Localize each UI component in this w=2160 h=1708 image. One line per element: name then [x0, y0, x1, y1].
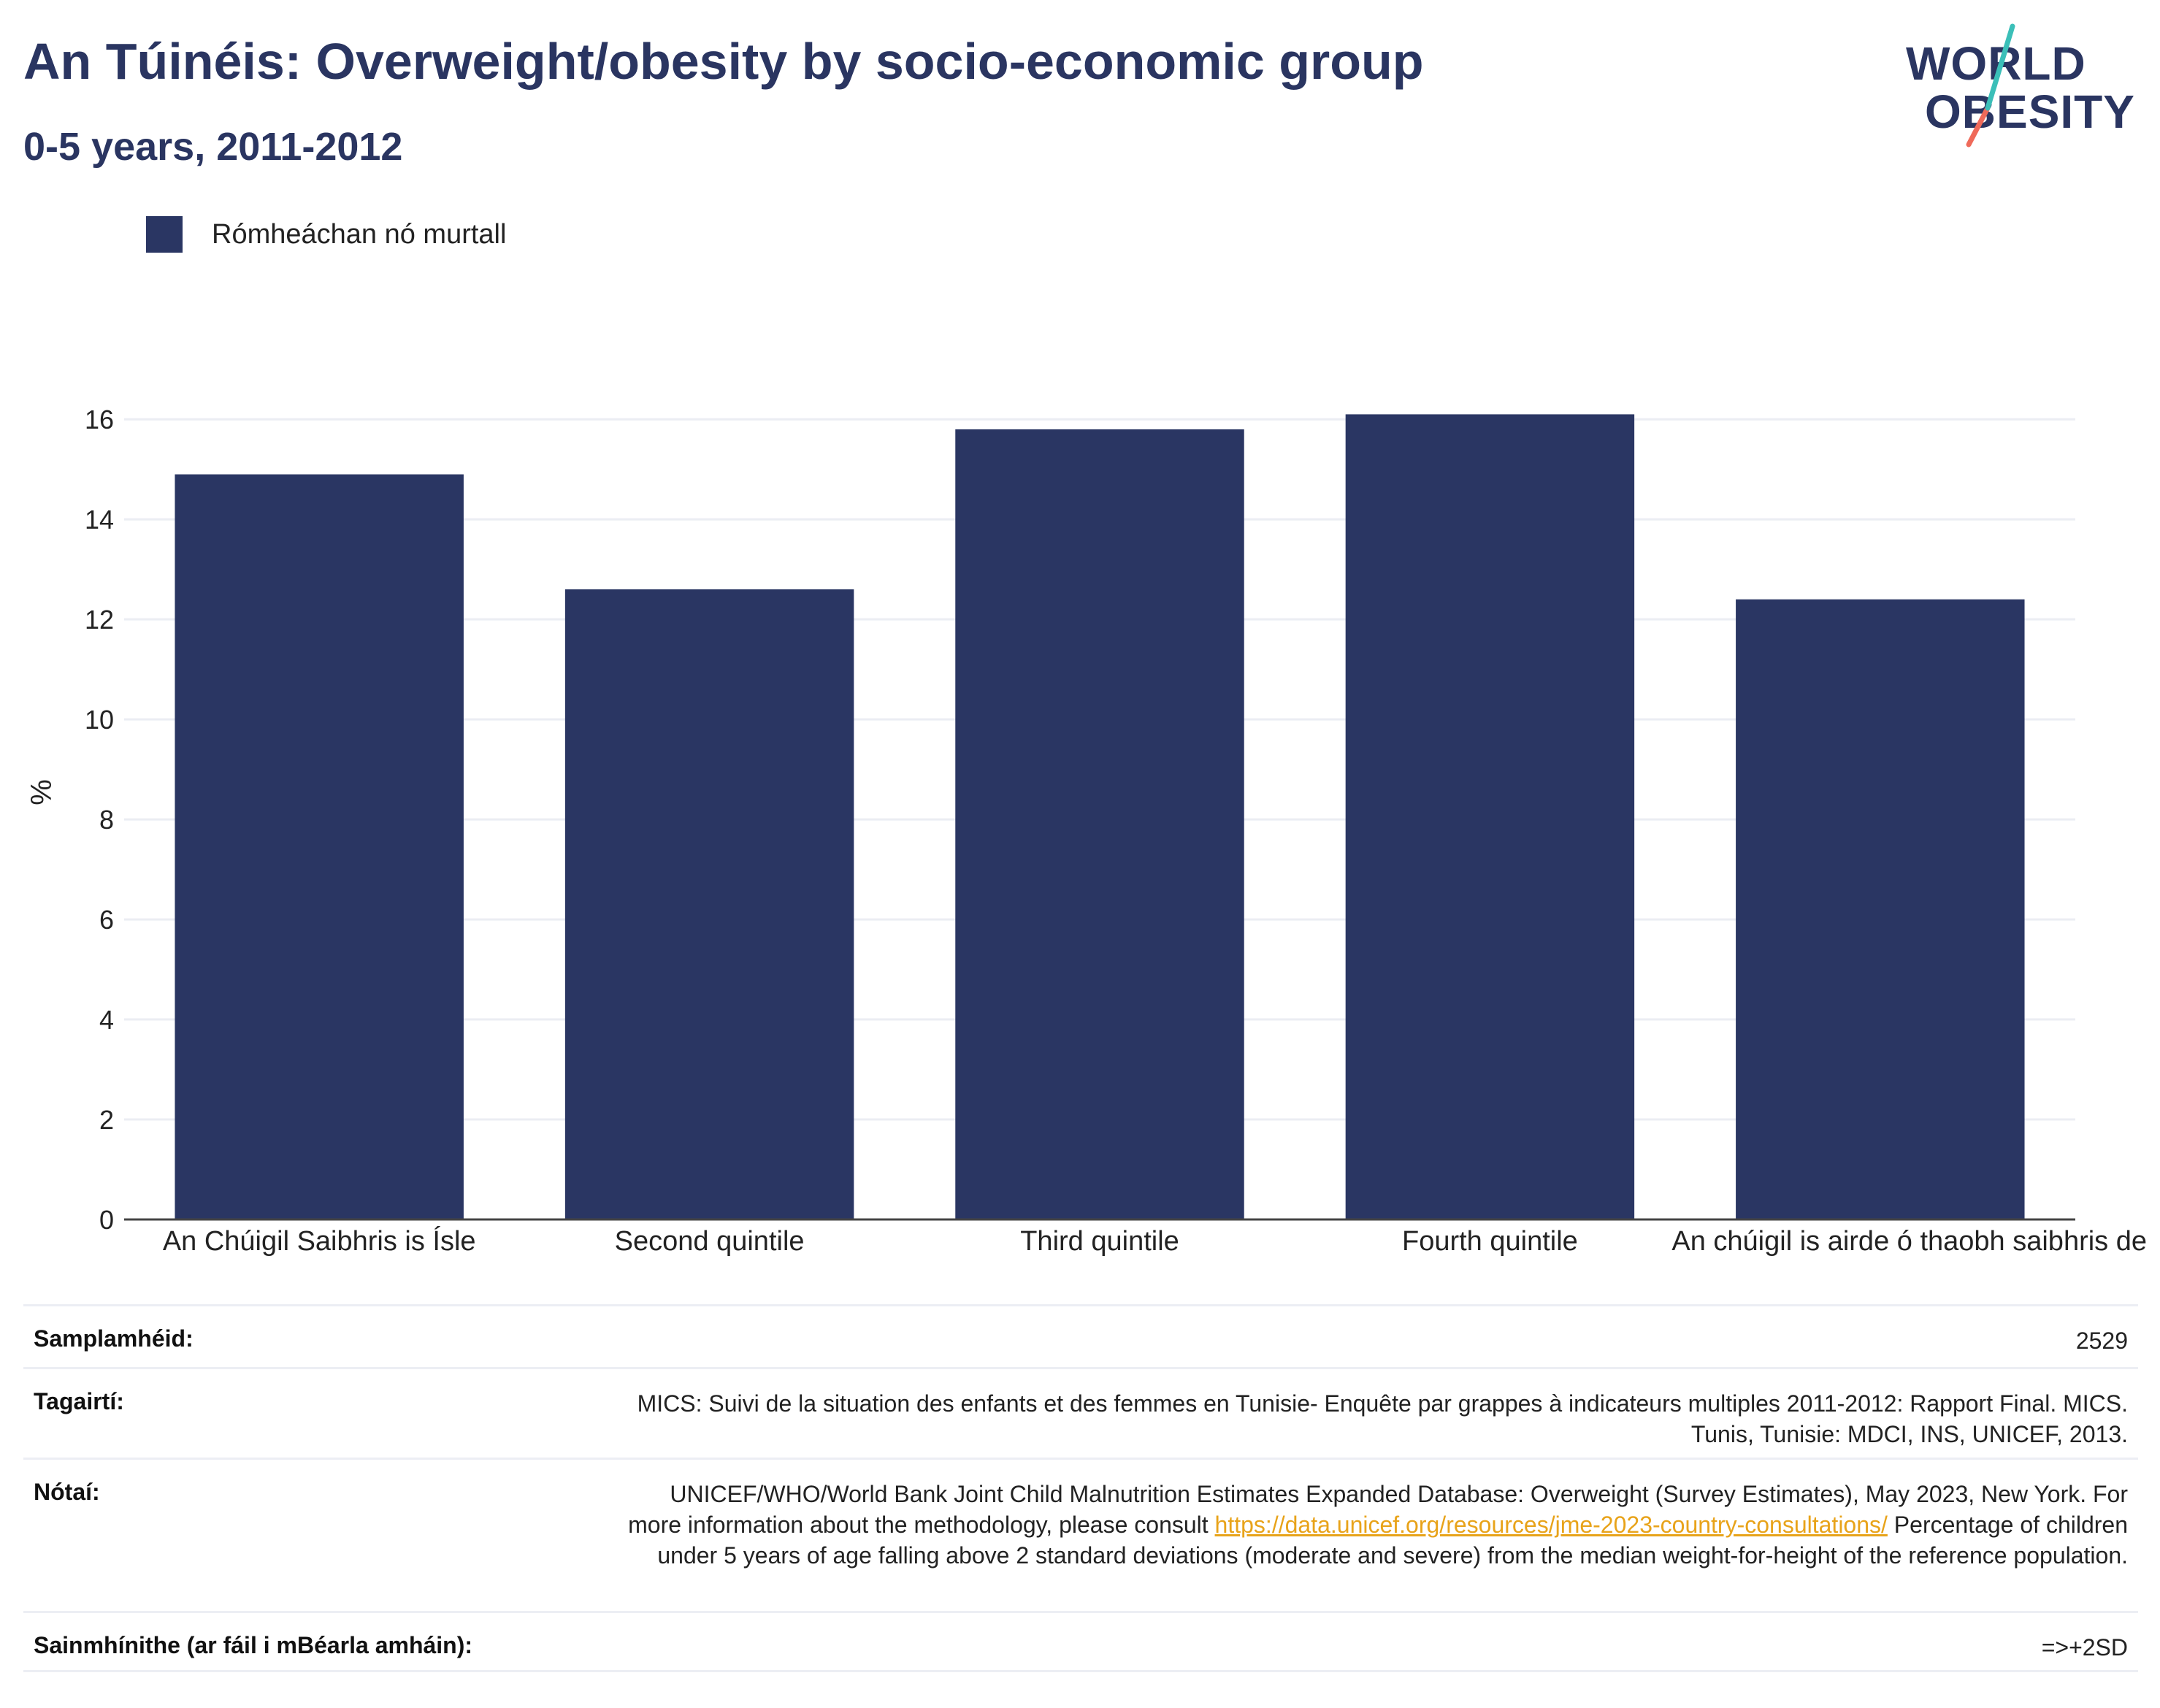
y-tick-label: 16	[85, 405, 114, 434]
legend-swatch	[146, 216, 183, 253]
y-tick-label: 2	[99, 1105, 114, 1135]
sample-size-value: 2529	[2075, 1328, 2128, 1354]
logo-line-2: OBESITY	[1925, 85, 2135, 138]
info-row-definitions: Sainmhínithe (ar fáil i mBéarla amháin):…	[23, 1611, 2138, 1672]
y-tick-label: 10	[85, 705, 114, 735]
definitions-value: =>+2SD	[2041, 1634, 2128, 1661]
x-tick-label: An chúigil is airde ó thaobh saibhris de	[1671, 1226, 2147, 1257]
y-tick-label: 0	[99, 1205, 114, 1235]
legend-label: Rómheáchan nó murtall	[212, 218, 507, 250]
sample-size-label: Samplamhéid:	[34, 1325, 194, 1352]
bar-chart: 0 2 4 6 8 10 12 14 16% An Chúigil Saibhris is Ísl…	[26, 405, 2147, 1257]
bar	[564, 589, 854, 1219]
info-row-notes: Nótaí: UNICEF/WHO/World Bank Joint Child…	[23, 1458, 2138, 1611]
x-tick-label: An Chúigil Saibhris is Ísle	[163, 1225, 476, 1257]
chart-subtitle: 0-5 years, 2011-2012	[23, 125, 403, 169]
notes-text-after: Percentage of children under 5 years of …	[657, 1512, 2128, 1569]
y-tick-label: 6	[99, 905, 114, 935]
bar	[1345, 414, 1635, 1219]
chart-legend[interactable]: Rómheáchan nó murtall	[146, 216, 506, 253]
references-value: MICS: Suivi de la situation des enfants …	[637, 1390, 2128, 1447]
y-tick-label: 14	[85, 505, 114, 535]
bar	[175, 474, 464, 1219]
bar	[955, 429, 1244, 1219]
notes-text-before: UNICEF/WHO/World Bank Joint Child Malnut…	[628, 1481, 2128, 1538]
x-tick-label: Fourth quintile	[1402, 1226, 1578, 1257]
info-row-references: Tagairtí: MICS: Suivi de la situation de…	[23, 1367, 2138, 1458]
y-tick-label: 12	[85, 605, 114, 635]
definitions-label: Sainmhínithe (ar fáil i mBéarla amháin):	[34, 1632, 473, 1658]
y-axis-title: %	[26, 779, 58, 805]
world-obesity-logo: WORLD OBESITY	[1906, 22, 2147, 153]
notes-value: UNICEF/WHO/World Bank Joint Child Malnut…	[616, 1479, 2128, 1595]
y-tick-label: 8	[99, 805, 114, 835]
references-label: Tagairtí:	[34, 1388, 124, 1414]
x-tick-label: Third quintile	[1020, 1226, 1179, 1257]
x-tick-label: Second quintile	[615, 1226, 805, 1257]
info-row-sample: Samplamhéid: 2529	[23, 1304, 2138, 1367]
y-tick-label: 4	[99, 1005, 114, 1035]
bar	[1736, 599, 2025, 1219]
logo-slash-icon	[1966, 23, 2015, 148]
info-table: Samplamhéid: 2529 Tagairtí: MICS: Suivi …	[23, 1304, 2138, 1672]
notes-label: Nótaí:	[34, 1479, 100, 1505]
chart-title: An Túinéis: Overweight/obesity by socio-…	[23, 33, 1424, 90]
notes-link[interactable]: https://data.unicef.org/resources/jme-20…	[1214, 1512, 1888, 1538]
